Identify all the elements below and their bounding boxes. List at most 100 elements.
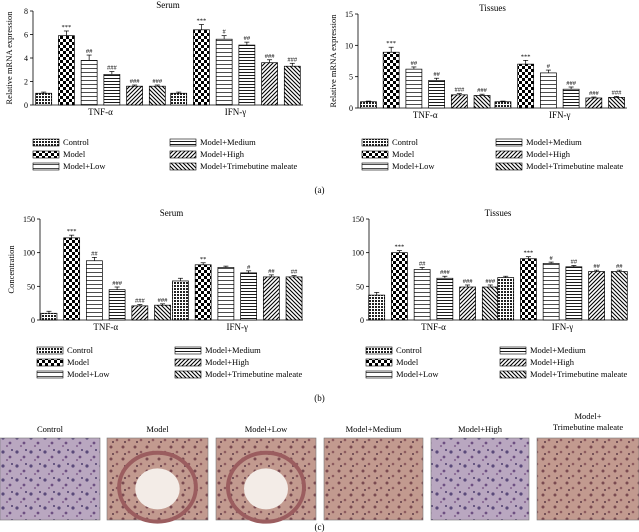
legend-item: Model+Low [32,161,106,171]
significance-label: ### [566,80,577,87]
significance-label: ### [107,65,118,72]
legend-swatch [36,358,64,367]
y-tick-label: 5 [349,73,353,82]
legend-label: Model+Low [392,161,435,171]
histology-label: Model+Low [245,424,288,434]
bar [428,80,445,109]
bar [436,277,454,321]
legend-swatch [169,138,197,147]
histology-label: Model+High [458,424,503,434]
significance-label: ## [616,263,623,270]
histology-panel: Control Model Model+Low Model+Medium Model+H… [0,411,639,524]
significance-label: *** [197,18,207,25]
significance-label: ### [112,280,123,287]
legend-item: Model [32,149,86,159]
x-tick-label: IFN-γ [225,107,246,117]
bar [172,280,189,321]
significance-label: ### [454,87,465,94]
significance-label: ### [287,56,298,63]
legend-swatch [169,150,197,159]
bar [562,88,580,109]
legend-label: Model+Medium [526,137,582,147]
bar [193,29,210,106]
histology-image-2: Model [106,424,209,524]
bar [608,96,625,109]
bar [261,62,278,106]
significance-label: *** [524,250,534,257]
significance-label: ## [433,71,440,78]
significance-label: ### [265,53,276,60]
significance-label: ## [244,35,251,42]
significance-label: ** [200,256,207,263]
bar [610,271,628,321]
legend-item: Model [36,357,90,367]
y-tick-label: 0 [24,101,28,110]
y-tick-label: 100 [23,249,35,258]
bar [481,286,499,321]
significance-label: # [547,63,551,70]
x-tick-label: TNF-α [88,107,113,117]
significance-label: ### [130,78,141,85]
bar [35,92,53,106]
legend-label: Control [396,345,423,355]
bar [285,276,303,321]
significance-label: *** [67,228,77,235]
histology-label: Model+ Trimebutine maleate [553,411,623,432]
legend-item: Model+Low [361,161,435,171]
legend-swatch [365,358,393,367]
legend-swatch [495,162,523,171]
bar [459,286,476,321]
significance-label: ## [268,268,275,275]
legend-label: Model+Low [396,369,439,379]
bar [86,260,103,321]
bar [540,72,557,109]
tissue-ring [226,450,306,524]
histology-label-line: Model+ [575,411,602,421]
legend-swatch [32,162,60,171]
legend-swatch [32,138,60,147]
significance-label: ## [411,60,418,67]
legend-item: Model+Low [365,369,439,379]
significance-label: ### [477,87,488,94]
significance-label: *** [386,40,396,47]
legend-item: Model+Medium [499,345,586,355]
bar [194,264,212,321]
y-tick-label: 100 [352,249,364,258]
legend-swatch [361,162,389,171]
chart-a-tissues: Tissues 0 5 10 15 Relative mRNA expression ***… [328,3,627,120]
bar [405,68,423,109]
significance-label: *** [62,24,72,31]
bar [391,252,408,321]
legend-label: Model [392,149,415,159]
legend-swatch [365,370,393,379]
bar [517,63,535,109]
legend-label: Model+Medium [530,345,586,355]
histology-image [0,437,101,521]
significance-label: ### [152,78,163,85]
legend-2: Control Model+Medium Model Model+High Model+… [361,137,623,171]
significance-label: ### [158,297,169,304]
histology-image [536,437,639,521]
chart-title: Tissues [485,208,512,218]
histology-image [323,437,424,521]
significance-label: ## [86,48,93,55]
legend-swatch [499,370,527,379]
significance-label: *** [521,53,531,60]
legend-item: Model+Medium [169,137,256,147]
significance-label: ### [612,89,623,96]
bar [217,267,235,321]
tissue-lumen [244,468,288,510]
legend-3: Control Model+Medium Model Model+High Model+… [36,345,302,379]
x-tick-label: IFN-γ [227,322,248,332]
y-tick-label: 0 [349,104,353,113]
legend-label: Model+Low [67,369,110,379]
bar [542,263,560,321]
y-tick-label: 50 [356,282,364,291]
x-tick-label: TNF-α [93,322,118,332]
chart-title: Serum [156,0,180,10]
bar [368,294,386,321]
legend-label: Model [63,149,86,159]
